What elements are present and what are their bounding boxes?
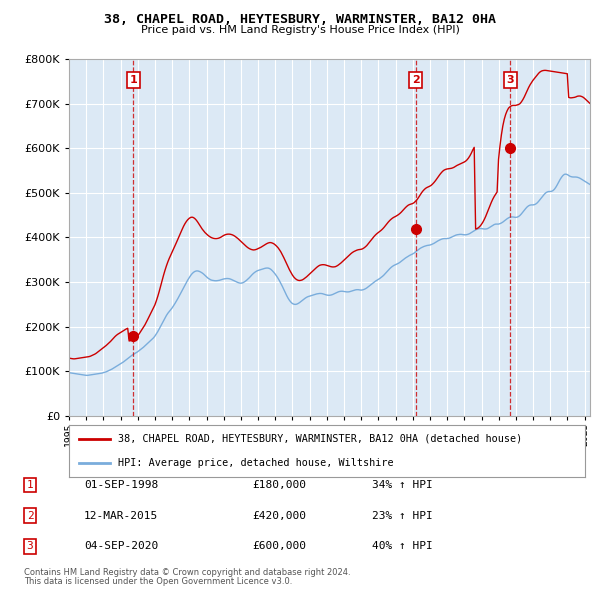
Text: 38, CHAPEL ROAD, HEYTESBURY, WARMINSTER, BA12 0HA (detached house): 38, CHAPEL ROAD, HEYTESBURY, WARMINSTER,… [118, 434, 522, 444]
Text: Price paid vs. HM Land Registry's House Price Index (HPI): Price paid vs. HM Land Registry's House … [140, 25, 460, 35]
Text: 04-SEP-2020: 04-SEP-2020 [84, 542, 158, 551]
Text: 23% ↑ HPI: 23% ↑ HPI [372, 511, 433, 520]
Text: 34% ↑ HPI: 34% ↑ HPI [372, 480, 433, 490]
Text: £420,000: £420,000 [252, 511, 306, 520]
Text: 1: 1 [130, 75, 137, 85]
Text: 01-SEP-1998: 01-SEP-1998 [84, 480, 158, 490]
Text: 40% ↑ HPI: 40% ↑ HPI [372, 542, 433, 551]
Text: This data is licensed under the Open Government Licence v3.0.: This data is licensed under the Open Gov… [24, 577, 292, 586]
Text: Contains HM Land Registry data © Crown copyright and database right 2024.: Contains HM Land Registry data © Crown c… [24, 568, 350, 576]
Text: £180,000: £180,000 [252, 480, 306, 490]
Text: £600,000: £600,000 [252, 542, 306, 551]
Text: 2: 2 [26, 511, 34, 520]
Text: 12-MAR-2015: 12-MAR-2015 [84, 511, 158, 520]
Text: 38, CHAPEL ROAD, HEYTESBURY, WARMINSTER, BA12 0HA: 38, CHAPEL ROAD, HEYTESBURY, WARMINSTER,… [104, 13, 496, 26]
Text: 2: 2 [412, 75, 419, 85]
Text: 1: 1 [26, 480, 34, 490]
Text: HPI: Average price, detached house, Wiltshire: HPI: Average price, detached house, Wilt… [118, 458, 394, 468]
Text: 3: 3 [26, 542, 34, 551]
Text: 3: 3 [506, 75, 514, 85]
